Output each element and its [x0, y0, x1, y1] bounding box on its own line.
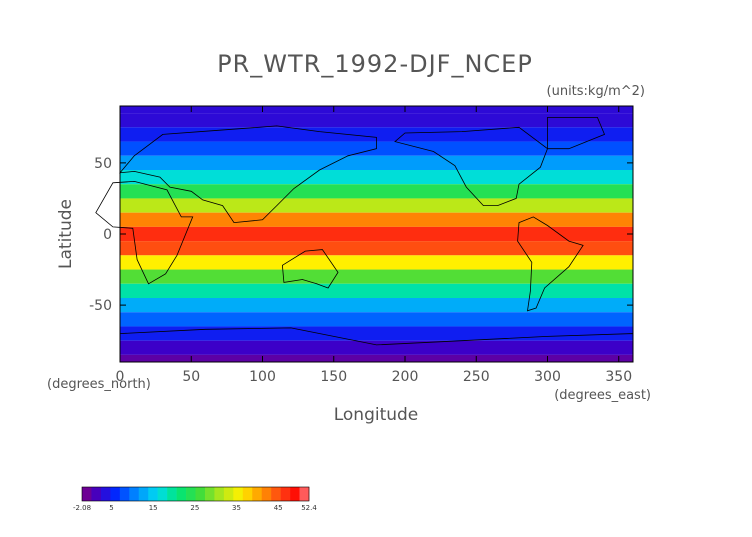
x-unit-label: (degrees_east) — [554, 388, 651, 403]
y-axis-ticks: -50 0 50 — [89, 156, 633, 314]
colorbar-tick-label: 52.4 — [301, 504, 317, 512]
colorbar-swatch — [100, 487, 111, 501]
x-axis-ticks: 0 50 100 150 200 250 300 350 — [116, 106, 632, 385]
colorbar-swatch — [91, 487, 102, 501]
lat-band — [120, 255, 633, 270]
chart-title: PR_WTR_1992-DJF_NCEP — [217, 50, 533, 78]
x-axis-label: Longitude — [334, 405, 419, 425]
colorbar — [81, 486, 310, 502]
greenland-outline — [547, 117, 606, 150]
colorbar-swatch — [82, 487, 92, 501]
colorbar-swatch — [195, 487, 206, 501]
colorbar-swatch — [204, 487, 215, 501]
colorbar-swatch — [242, 487, 253, 501]
colorbar-swatch — [299, 487, 310, 501]
y-tick-label: -50 — [89, 298, 112, 314]
lat-band — [120, 269, 633, 284]
lat-band — [120, 354, 633, 362]
y-tick-label: 0 — [103, 227, 112, 243]
colorbar-swatch — [129, 487, 140, 501]
colorbar-swatch — [271, 487, 281, 501]
africa-outline — [95, 180, 194, 285]
colorbar-tick-label: 5 — [109, 504, 113, 512]
lat-band — [120, 326, 633, 341]
lat-band — [120, 340, 633, 355]
x-tick-label: 50 — [182, 369, 200, 385]
x-tick-label: 0 — [116, 369, 125, 385]
y-unit-label: (degrees_north) — [47, 377, 151, 392]
y-axis-label: Latitude — [56, 199, 76, 269]
colorbar-swatch — [186, 487, 196, 501]
colorbar-swatch — [167, 487, 177, 501]
lat-band — [120, 283, 633, 298]
lat-band — [120, 106, 633, 114]
eurasia-outline — [119, 125, 377, 224]
colorbar-labels: -2.08 5 15 25 35 45 52.4 — [73, 504, 317, 512]
lat-band — [120, 212, 633, 227]
colorbar-swatch — [223, 487, 234, 501]
x-tick-label: 150 — [320, 369, 347, 385]
colorbar-swatch — [176, 487, 187, 501]
australia-outline — [281, 249, 339, 289]
lat-band — [120, 312, 633, 327]
lat-band — [120, 298, 633, 313]
colorbar-tick-label: 45 — [274, 504, 283, 512]
colorbar-swatch — [214, 487, 225, 501]
colorbar-swatch — [119, 487, 130, 501]
south-america-outline — [517, 216, 584, 312]
colorbar-tick-label: -2.08 — [73, 504, 91, 512]
lat-band — [120, 113, 633, 128]
colorbar-tick-label: 35 — [232, 504, 241, 512]
lat-band — [120, 226, 633, 242]
colorbar-tick-label: 25 — [190, 504, 199, 512]
north-america-outline — [394, 126, 548, 207]
lat-band — [120, 155, 633, 170]
colorbar-swatch — [261, 487, 272, 501]
x-tick-label: 350 — [605, 369, 632, 385]
colorbar-swatch — [290, 487, 300, 501]
lat-band — [120, 127, 633, 142]
x-tick-label: 250 — [463, 369, 490, 385]
colorbar-swatch — [110, 487, 121, 501]
x-tick-label: 100 — [249, 369, 276, 385]
colorbar-swatch — [138, 487, 149, 501]
colorbar-swatch — [280, 487, 291, 501]
colorbar-swatch — [148, 487, 158, 501]
x-tick-label: 300 — [534, 369, 561, 385]
lat-band — [120, 198, 633, 213]
lat-band — [120, 184, 633, 199]
colorbar-swatch — [157, 487, 168, 501]
units-label: (units:kg/m^2) — [547, 84, 645, 99]
y-tick-label: 50 — [94, 156, 112, 172]
colorbar-frame — [81, 486, 310, 502]
colorbar-swatch — [233, 487, 244, 501]
plot-area — [120, 106, 633, 362]
lat-band — [120, 170, 633, 185]
lat-band — [120, 241, 633, 256]
colorbar-swatch — [252, 487, 263, 501]
x-tick-label: 200 — [392, 369, 419, 385]
colorbar-tick-label: 15 — [149, 504, 158, 512]
